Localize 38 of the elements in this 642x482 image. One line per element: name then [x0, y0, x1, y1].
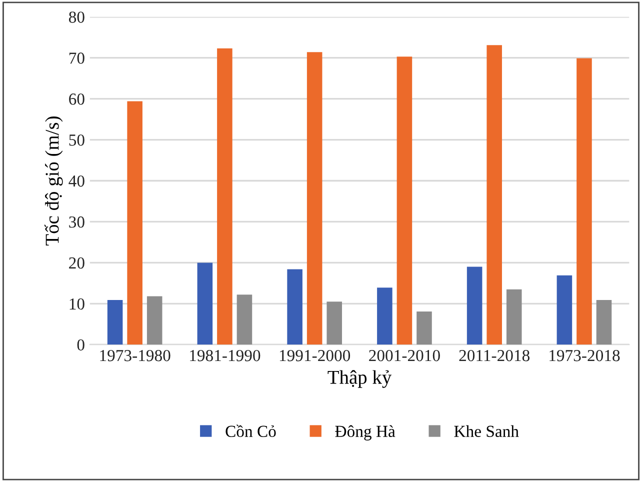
bar — [416, 311, 432, 345]
legend-label: Cồn Cỏ — [226, 424, 276, 438]
bar — [556, 275, 572, 345]
legend-label: Khe Sanh — [454, 425, 519, 438]
x-axis-title: Thập kỷ — [328, 370, 392, 388]
y-tick-label: 80 — [68, 12, 84, 23]
bar — [306, 52, 322, 345]
bar — [596, 300, 612, 345]
y-tick-label: 60 — [69, 94, 84, 105]
bar — [197, 262, 213, 345]
x-tick-label: 1973-2018 — [550, 350, 620, 362]
y-tick-label: 50 — [69, 134, 84, 146]
x-tick-label: 1991-2000 — [280, 350, 350, 362]
y-tick-label: 40 — [68, 175, 84, 187]
bar — [287, 269, 302, 345]
y-tick-label: 10 — [70, 298, 84, 310]
bar — [466, 266, 482, 345]
bar — [506, 289, 522, 345]
y-tick-label: 70 — [69, 52, 84, 64]
x-tick-label: 2001-2010 — [369, 350, 440, 362]
bar — [146, 296, 162, 345]
bar — [377, 288, 392, 345]
bar — [486, 45, 502, 345]
bar — [236, 294, 252, 345]
x-tick-label: 1981-1990 — [190, 350, 260, 362]
y-tick-label: 0 — [77, 339, 84, 351]
y-tick-label: 30 — [69, 216, 84, 228]
bar — [217, 48, 232, 345]
bar — [396, 56, 412, 345]
legend-label: Đông Hà — [335, 425, 396, 440]
x-tick-label: 2011-2018 — [459, 350, 530, 362]
bar — [127, 101, 142, 345]
bar — [326, 302, 342, 345]
y-axis-title: Tốc độ gió (m/s) — [44, 116, 63, 246]
y-tick-label: 20 — [69, 257, 84, 269]
x-tick-label: 1973-1980 — [100, 350, 170, 362]
bar — [576, 58, 592, 345]
bar — [107, 300, 123, 345]
